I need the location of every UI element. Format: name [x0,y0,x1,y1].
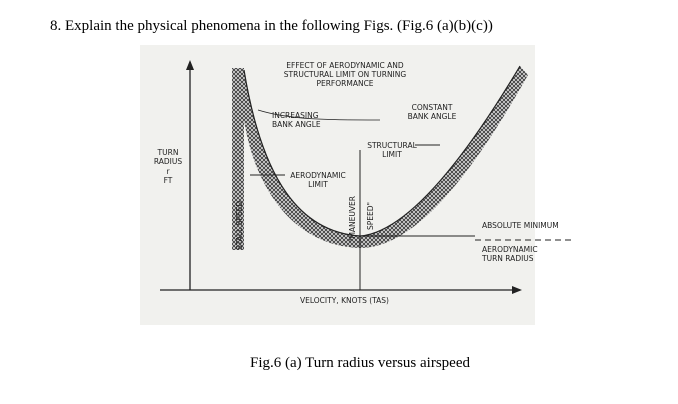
label: BANK ANGLE [272,120,321,129]
title-line: PERFORMANCE [316,79,373,88]
caption: Fig.6 (a) Turn radius versus airspeed [250,355,470,371]
arrow [512,286,522,294]
label: AERODYNAMIC [482,245,538,254]
title-line: EFFECT OF AERODYNAMIC AND [286,61,404,70]
title-line: STRUCTURAL LIMIT ON TURNING [284,70,407,79]
label: AERODYNAMIC [290,171,346,180]
leader [257,109,381,121]
y-label: RADIUS [154,157,183,166]
label: CONSTANT [412,103,453,112]
label: BANK ANGLE [408,112,457,121]
figure-background [140,45,535,325]
label: STALL SPEED [235,201,244,250]
question: 8. Explain the physical phenomena in the… [50,18,493,34]
x-label: VELOCITY, KNOTS (TAS) [300,296,389,305]
label: SPEED" [366,202,375,230]
label: LIMIT [308,180,328,189]
y-label: TURN [157,148,179,157]
label: INCREASING [272,111,319,120]
limit-band [244,66,528,248]
label: LIMIT [382,150,402,159]
label: TURN RADIUS [481,254,534,263]
stall-band [232,68,244,250]
arrow [186,60,194,70]
label: STRUCTURAL [367,141,417,150]
label: "MANEUVER [348,196,357,242]
y-label: r [166,167,170,176]
label: ABSOLUTE MINIMUM [482,221,559,230]
y-label: FT [164,176,173,185]
